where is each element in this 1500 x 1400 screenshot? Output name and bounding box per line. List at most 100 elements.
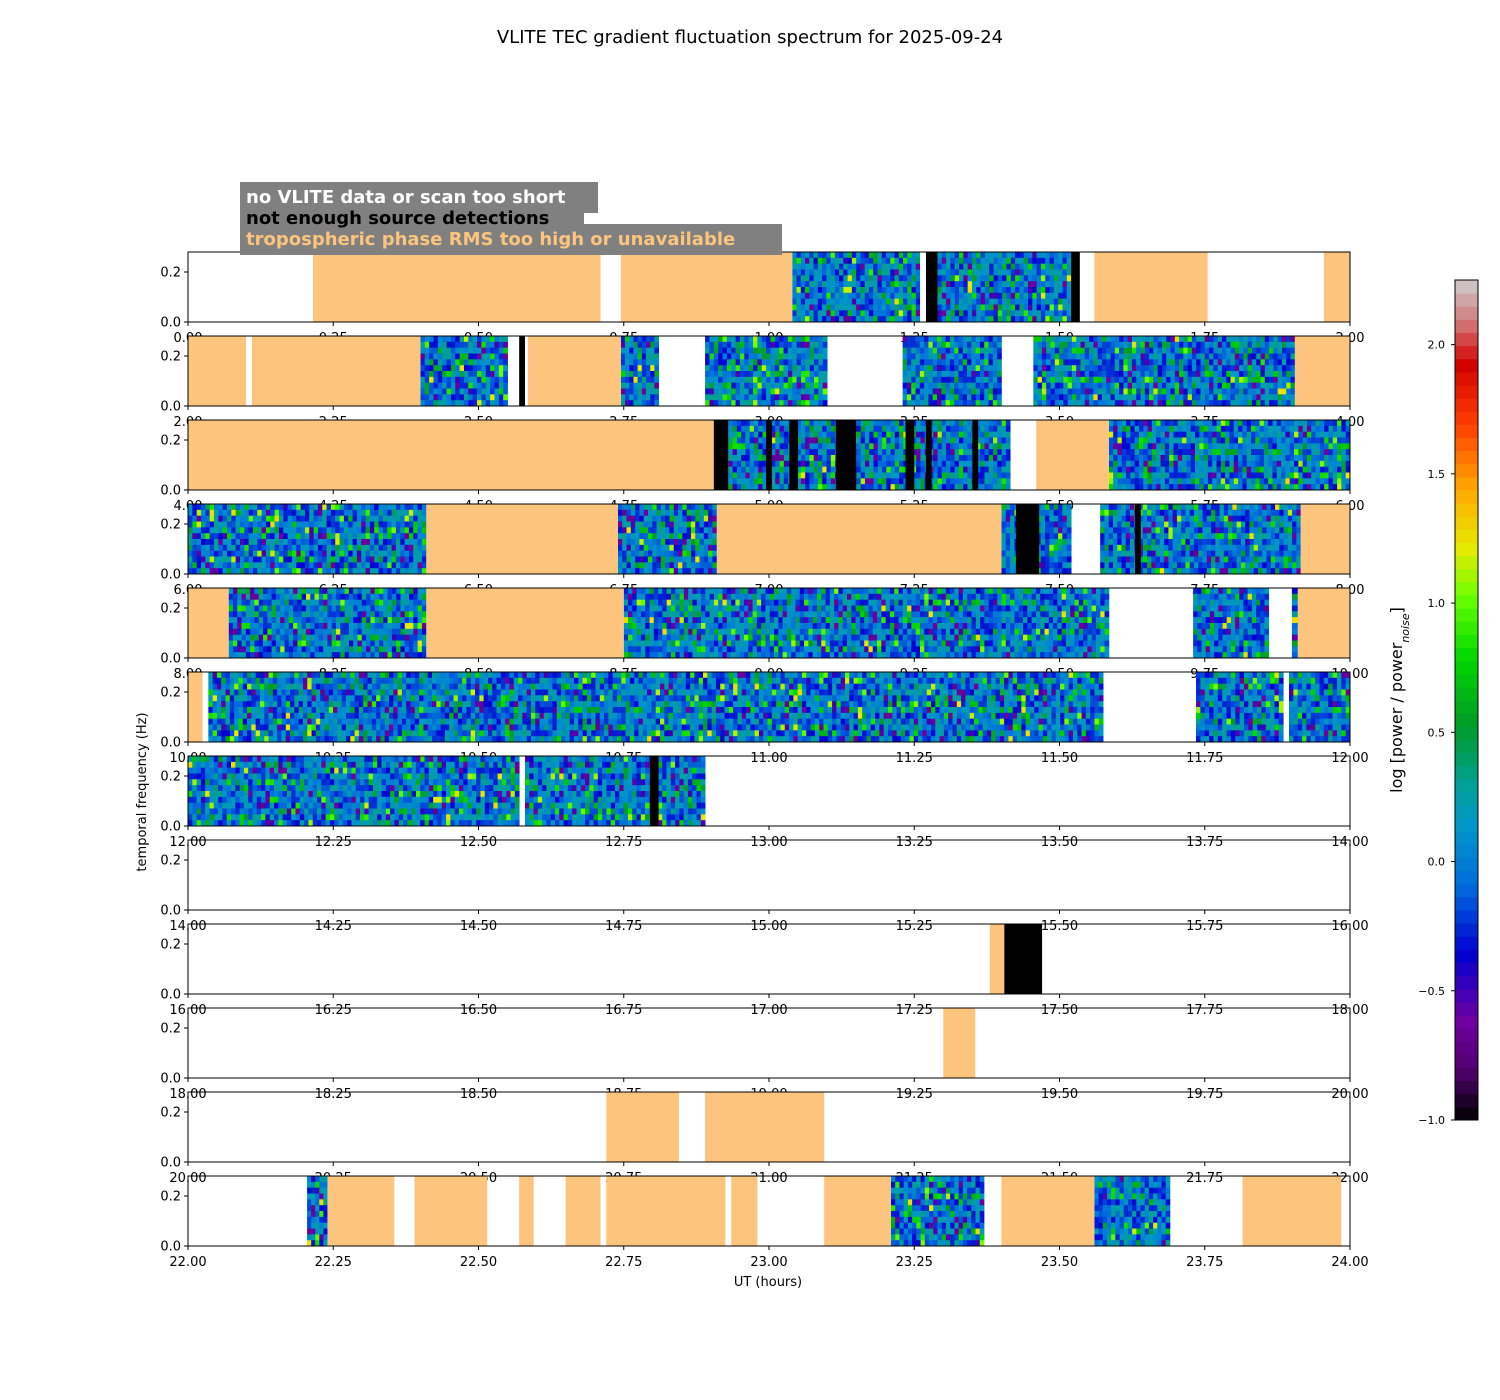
- spectrum-cell: [796, 460, 802, 468]
- spectrum-cell: [633, 400, 639, 406]
- spectrum-cell: [1001, 466, 1007, 473]
- spectrum-cell: [1255, 449, 1260, 456]
- spectrum-cell: [758, 478, 763, 485]
- spectrum-cell: [950, 287, 956, 294]
- spectrum-cell: [633, 371, 639, 378]
- spectrum-cell: [1190, 472, 1196, 479]
- spectrum-cell: [1195, 460, 1200, 468]
- spectrum-cell: [877, 460, 883, 468]
- spectrum-cell: [1250, 455, 1256, 462]
- spectrum-cell: [949, 353, 955, 360]
- spectrum-cell: [817, 257, 823, 265]
- spectrum-cell: [783, 371, 789, 378]
- spectrum-cell: [378, 562, 384, 569]
- spectrum-cell: [924, 388, 929, 395]
- spectrum-cell: [239, 562, 245, 569]
- spectrum-cell: [949, 371, 955, 378]
- spectrum-cell: [809, 298, 814, 305]
- spectrum-cell: [881, 263, 887, 270]
- spectrum-cell: [967, 472, 973, 479]
- spectrum-cell: [1126, 478, 1131, 485]
- spectrum-cell: [1269, 394, 1274, 401]
- spectrum-cell: [365, 515, 371, 522]
- spectrum-cell: [980, 292, 986, 300]
- spectrum-cell: [270, 556, 276, 563]
- spectrum-cell: [783, 455, 789, 462]
- spectrum-cell: [907, 292, 912, 300]
- spectrum-cell: [356, 509, 362, 517]
- spectrum-cell: [1225, 449, 1230, 456]
- spectrum-cell: [1151, 431, 1157, 438]
- spectrum-cell: [758, 425, 763, 433]
- spectrum-cell: [800, 353, 806, 360]
- spectrum-cell: [348, 515, 353, 522]
- spectrum-cell: [864, 425, 870, 433]
- spectrum-cell: [735, 359, 741, 366]
- spectrum-cell: [726, 394, 732, 401]
- spectrum-cell: [915, 310, 921, 317]
- spectrum-cell: [417, 544, 423, 552]
- spectrum-cell: [378, 504, 384, 511]
- spectrum-cell: [979, 341, 985, 349]
- spectrum-cell: [1151, 478, 1157, 485]
- spectrum-cell: [1238, 460, 1243, 468]
- spectrum-cell: [1203, 460, 1209, 468]
- spectrum-cell: [503, 371, 508, 378]
- spectrum-cell: [1084, 400, 1090, 406]
- spectrum-cell: [205, 509, 211, 517]
- spectrum-cell: [1203, 478, 1209, 485]
- spectrum-cell: [239, 556, 245, 563]
- spectrum-cell: [1182, 472, 1187, 479]
- spectrum-cell: [963, 466, 968, 473]
- spectrum-cell: [1010, 550, 1015, 557]
- spectrum-cell: [503, 388, 508, 395]
- spectrum-cell: [920, 466, 926, 473]
- spectrum-cell: [287, 533, 293, 540]
- spectrum-cell: [728, 431, 733, 438]
- spectrum-cell: [678, 509, 683, 517]
- spectrum-cell: [967, 359, 972, 366]
- spectrum-cell: [1263, 425, 1269, 433]
- spectrum-cell: [792, 376, 797, 384]
- spectrum-cell: [1019, 310, 1025, 317]
- spectrum-cell: [796, 269, 802, 276]
- spectrum-cell: [928, 371, 934, 378]
- spectrum-cell: [1182, 420, 1187, 427]
- spectrum-cell: [1315, 425, 1321, 433]
- spectrum-cell: [648, 556, 653, 563]
- spectrum-cell: [348, 521, 353, 528]
- spectrum-cell: [899, 460, 904, 468]
- spectrum-cell: [950, 425, 956, 433]
- spectrum-cell: [907, 316, 912, 322]
- spectrum-cell: [1216, 443, 1222, 450]
- spectrum-cell: [988, 478, 994, 485]
- spectrum-cell: [200, 515, 206, 522]
- spectrum-cell: [382, 509, 388, 517]
- spectrum-cell: [1156, 466, 1161, 473]
- spectrum-cell: [950, 310, 956, 317]
- spectrum-cell: [771, 431, 776, 438]
- spectrum-cell: [348, 562, 353, 569]
- spectrum-cell: [1101, 336, 1107, 343]
- spectrum-cell: [906, 353, 912, 360]
- spectrum-cell: [749, 437, 755, 444]
- spectrum-cell: [805, 437, 810, 444]
- spectrum-cell: [1225, 460, 1230, 468]
- spectrum-cell: [1196, 382, 1201, 389]
- spectrum-cell: [1221, 347, 1227, 354]
- spectrum-cell: [490, 359, 495, 366]
- spectrum-cell: [1002, 275, 1007, 282]
- spectrum-cell: [446, 336, 452, 343]
- spectrum-cell: [374, 521, 379, 528]
- spectrum-cell: [911, 269, 917, 276]
- spectrum-cell: [822, 420, 827, 427]
- spectrum-cell: [937, 304, 943, 311]
- spectrum-cell: [660, 509, 666, 517]
- spectrum-cell: [248, 515, 254, 522]
- spectrum-cell: [834, 281, 840, 288]
- spectrum-cell: [1217, 336, 1223, 343]
- spectrum-cell: [261, 527, 267, 534]
- spectrum-cell: [869, 420, 874, 427]
- spectrum-cell: [1337, 437, 1342, 444]
- spectrum-cell: [378, 515, 384, 522]
